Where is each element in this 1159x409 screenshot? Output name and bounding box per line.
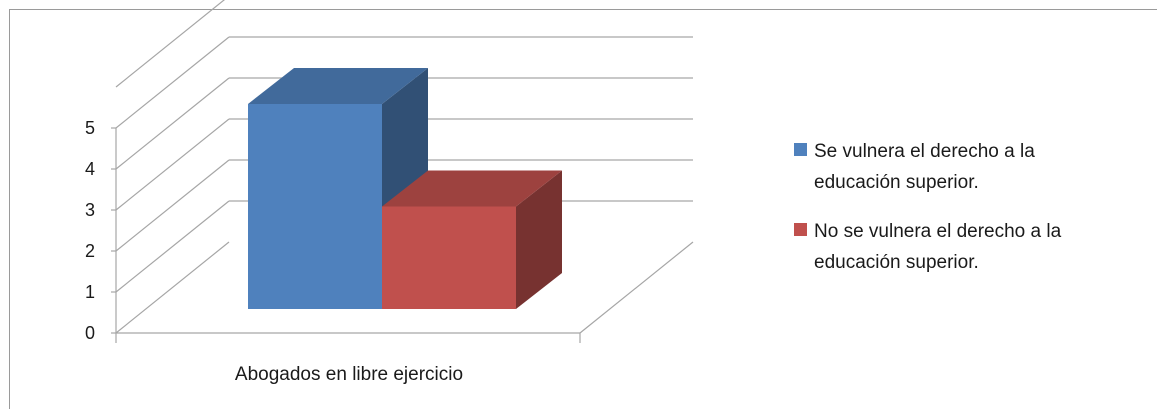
side-gridline [115, 36, 230, 129]
legend-label: educación superior. [814, 172, 979, 193]
legend-item: Se vulnera el derecho a la educación supe… [794, 141, 1035, 193]
bar-front-face [248, 104, 382, 309]
legend-swatch [794, 223, 807, 236]
chart-bars [248, 68, 562, 309]
side-gridline [115, 241, 230, 334]
y-axis-tick-labels: 0 1 2 3 4 5 [85, 118, 95, 343]
chart-legend: Se vulnera el derecho a la educación supe… [794, 141, 1062, 273]
x-category-label: Abogados en libre ejercicio [235, 364, 463, 385]
bar-top-face [248, 68, 428, 104]
y-tick-label: 4 [85, 159, 95, 179]
side-gridline [115, 159, 230, 252]
bar-front-face [382, 206, 516, 309]
side-gridline [115, 118, 230, 211]
floor-right-edge [579, 241, 694, 334]
legend-label: No se vulnera el derecho a la [814, 221, 1062, 242]
y-tick-label: 1 [85, 282, 95, 302]
side-gridline [115, 200, 230, 293]
legend-label: educación superior. [814, 252, 979, 273]
y-tick-label: 3 [85, 200, 95, 220]
bar-side-face [516, 170, 562, 309]
y-tick-label: 5 [85, 118, 95, 138]
bar-top-face [382, 170, 562, 207]
bar-no-se-vulnera [382, 170, 562, 309]
legend-label: Se vulnera el derecho a la [814, 141, 1035, 162]
y-tick-label: 2 [85, 241, 95, 261]
chart-frame [9, 9, 1157, 409]
side-gridline [115, 0, 225, 88]
x-axis-category-labels: Abogados en libre ejercicio [235, 364, 463, 385]
legend-swatch [794, 143, 807, 156]
legend-item: No se vulnera el derecho a la educación s… [794, 221, 1062, 273]
y-tick-label: 0 [85, 323, 95, 343]
side-gridline [115, 77, 230, 170]
chart-axes [111, 127, 694, 343]
